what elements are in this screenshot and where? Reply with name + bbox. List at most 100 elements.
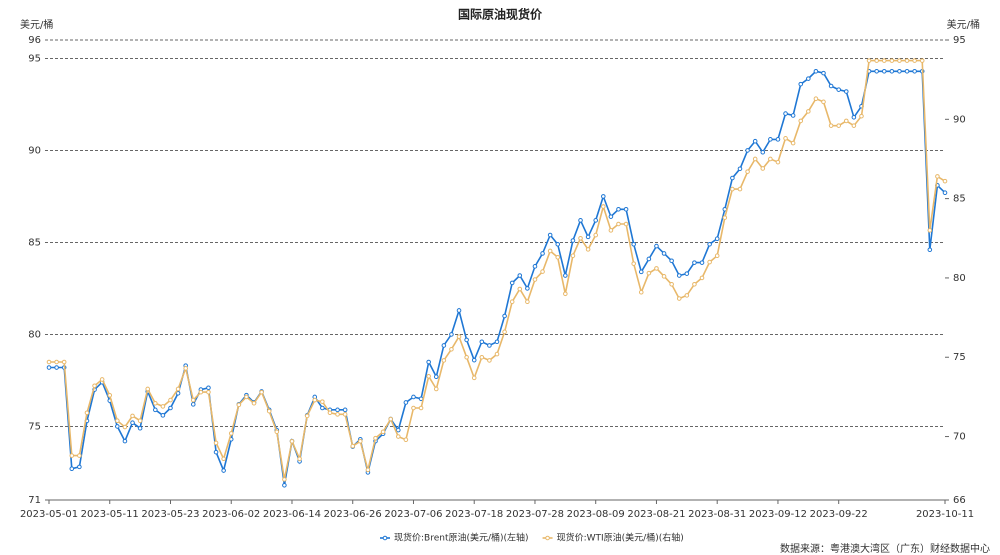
data-point	[692, 281, 697, 287]
y2-tick-label: 90	[953, 114, 966, 125]
data-point	[92, 383, 97, 389]
data-point	[456, 334, 462, 339]
data-point	[77, 464, 82, 470]
data-point	[737, 166, 743, 172]
y-tick-label: 96	[28, 35, 41, 46]
data-point	[768, 137, 773, 142]
data-point	[69, 453, 75, 458]
data-point	[342, 412, 348, 417]
data-point	[320, 405, 325, 411]
data-point	[206, 389, 211, 395]
data-point	[646, 270, 652, 276]
data-point	[547, 248, 553, 254]
data-point	[798, 118, 804, 124]
data-point	[631, 241, 636, 247]
series-line	[49, 70, 946, 486]
data-point	[737, 186, 743, 192]
data-point	[897, 58, 902, 63]
data-point	[752, 138, 758, 144]
x-tick-label: 2023-09-22	[810, 509, 868, 520]
data-point	[464, 354, 469, 360]
x-tick-label: 2023-05-11	[81, 509, 139, 520]
data-point	[175, 390, 181, 396]
data-point	[601, 204, 606, 209]
data-point	[175, 386, 181, 392]
data-point	[616, 206, 621, 212]
data-point	[494, 339, 500, 345]
data-point	[661, 274, 667, 279]
data-point	[213, 449, 219, 455]
data-point	[730, 186, 735, 192]
data-point	[221, 468, 226, 473]
data-point	[927, 247, 933, 253]
data-point	[942, 190, 948, 196]
data-point	[942, 178, 948, 184]
data-point	[707, 241, 712, 247]
data-point	[517, 286, 523, 292]
source-note: 数据来源：粤港澳大湾区（广东）财经数据中心	[780, 542, 990, 555]
data-point	[806, 109, 811, 114]
y-tick-label: 71	[28, 495, 41, 506]
data-point	[46, 359, 52, 365]
data-point	[631, 261, 636, 266]
data-point	[555, 255, 561, 260]
data-point	[532, 277, 538, 282]
data-point	[684, 271, 690, 276]
data-point	[646, 256, 652, 262]
data-point	[502, 329, 507, 335]
data-point	[638, 269, 644, 275]
data-point	[358, 439, 363, 444]
data-point	[843, 118, 849, 124]
data-point	[912, 58, 917, 63]
data-point	[714, 236, 720, 242]
data-point	[601, 194, 606, 199]
data-point	[676, 273, 682, 278]
data-point	[168, 397, 173, 403]
data-point	[380, 429, 386, 435]
data-point	[464, 337, 469, 343]
data-point	[426, 359, 431, 365]
data-point	[563, 291, 568, 297]
data-point	[904, 58, 910, 63]
data-point	[760, 166, 766, 171]
legend-label: 现货价:Brent原油(美元/桶)(左轴)	[394, 532, 529, 544]
data-point	[327, 410, 333, 416]
data-point	[889, 58, 895, 63]
y-tick-label: 75	[28, 421, 41, 432]
data-point	[608, 214, 614, 219]
data-point	[836, 123, 841, 128]
data-point	[130, 413, 135, 419]
data-point	[699, 275, 705, 281]
data-point	[213, 440, 219, 446]
data-point	[69, 466, 75, 472]
data-point	[707, 259, 712, 265]
data-point	[46, 365, 52, 370]
data-point	[107, 393, 113, 398]
data-point	[638, 289, 644, 295]
x-tick-label: 2023-07-28	[506, 509, 564, 520]
data-point	[320, 399, 325, 404]
data-point	[115, 418, 120, 423]
data-point	[813, 96, 819, 101]
data-point	[851, 123, 857, 128]
data-point	[676, 296, 682, 301]
data-point	[692, 260, 697, 265]
data-point	[350, 443, 356, 449]
data-point	[730, 175, 735, 181]
legend-marker	[545, 535, 550, 541]
data-point	[342, 407, 348, 413]
data-point	[821, 70, 826, 76]
data-point	[904, 68, 910, 74]
y2-tick-label: 75	[953, 352, 966, 363]
data-point	[122, 424, 128, 430]
data-point	[699, 260, 705, 265]
y2-tick-label: 66	[953, 495, 966, 506]
x-tick-label: 2023-05-01	[20, 509, 78, 520]
data-point	[661, 251, 667, 256]
data-point	[160, 404, 166, 409]
data-point	[471, 357, 477, 363]
data-point	[471, 375, 477, 381]
data-point	[487, 343, 492, 348]
data-point	[828, 123, 834, 128]
data-point	[160, 413, 166, 418]
